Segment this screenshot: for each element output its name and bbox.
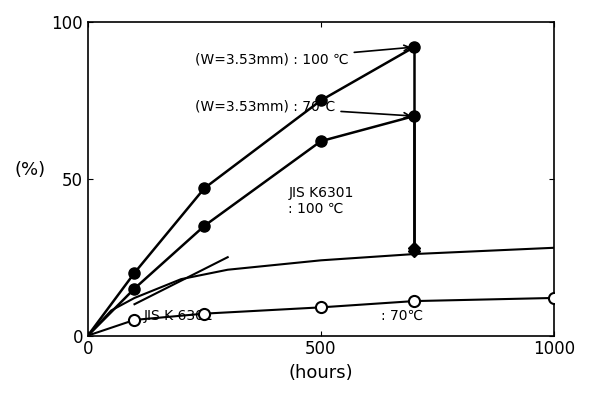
Text: : 70℃: : 70℃ [382,309,424,323]
Text: (W=3.53mm) : 100 ℃: (W=3.53mm) : 100 ℃ [195,45,409,67]
Text: (W=3.53mm) : 70℃: (W=3.53mm) : 70℃ [195,100,409,118]
Text: JIS K6301
: 100 ℃: JIS K6301 : 100 ℃ [289,186,353,216]
Text: JIS K 6301: JIS K 6301 [144,309,214,323]
Y-axis label: (%): (%) [15,161,46,179]
X-axis label: (hours): (hours) [289,364,353,382]
